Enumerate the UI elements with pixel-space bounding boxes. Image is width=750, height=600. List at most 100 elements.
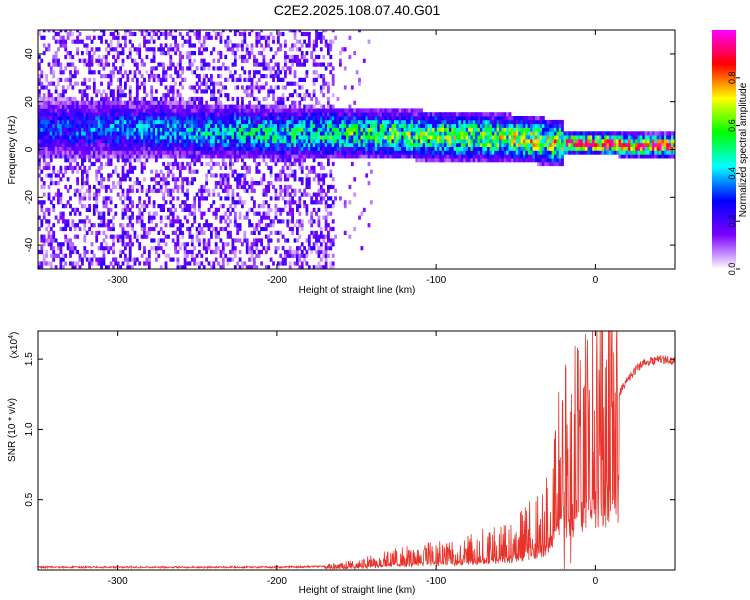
spectrogram-cell-3178 (255, 161, 259, 167)
spectrogram-cell-2716 (221, 104, 225, 109)
spectrogram-cell-1956 (171, 257, 175, 262)
spectrogram-cell-2617 (214, 31, 218, 37)
spectrogram-cell-2127 (181, 116, 185, 121)
spectrogram-cell-845 (95, 139, 99, 144)
spectrogram-cell-1822 (162, 161, 165, 167)
spectrogram-cell-3483 (276, 142, 280, 147)
spectrogram-cell-2895 (236, 230, 240, 235)
spectrogram-cell-4081 (317, 135, 321, 140)
spectrogram-cell-4069 (317, 200, 321, 205)
spectrogram-cell-1856 (164, 188, 168, 193)
spectrogram-cell-856 (95, 93, 99, 98)
spectrogram-cell-4333 (336, 112, 340, 117)
spectrogram-cell-2582 (212, 47, 216, 52)
spectrogram-cell-3193 (255, 96, 259, 102)
spectrogram-cell-570 (76, 161, 79, 167)
spectrogram-cell-2287 (193, 196, 197, 201)
spectrogram-cell-2713 (221, 116, 225, 121)
spectrogram-cell-121 (45, 146, 48, 151)
spectrogram-cell-2143 (183, 253, 187, 258)
spectrogram-cell-3939 (307, 154, 311, 159)
spectrogram-cell-4437 (353, 150, 357, 155)
spectrogram-cell-2585 (214, 249, 218, 255)
spectrogram-cell-4031 (315, 196, 318, 201)
spectrogram-cell-1867 (164, 131, 168, 136)
spectrogram-cell-4705 (398, 139, 402, 144)
spectrogram-cell-4889 (432, 146, 435, 151)
spectrogram-cell-4726 (401, 108, 404, 113)
spectrogram-cell-1901 (167, 142, 170, 147)
spectrogram-cell-3260 (260, 108, 263, 113)
spectrogram-cell-543 (73, 142, 77, 147)
spectrogram-cell-4082 (317, 131, 321, 136)
spectrogram-cell-600 (78, 196, 82, 201)
spectrogram-cell-1104 (112, 112, 115, 117)
spectrogram-cell-2842 (231, 123, 235, 128)
spectrogram-cell-1606 (145, 70, 149, 75)
spectrogram-cell-1940 (169, 112, 173, 117)
spectrogram-cell-914 (100, 139, 103, 144)
spectrogram-cell-1181 (116, 35, 120, 40)
spectrogram-cell-4723 (401, 119, 404, 125)
spectrogram-cell-2427 (202, 188, 206, 193)
spectrogram-cell-68 (40, 74, 44, 79)
spectrogram-cell-2660 (219, 177, 223, 182)
spectrogram-cell-1749 (157, 242, 161, 247)
spectrogram-cell-2431 (202, 146, 206, 151)
spectrogram-cell-2697 (221, 188, 225, 193)
spectrogram-cell-4310 (334, 146, 337, 151)
spectrogram-cell-4805 (415, 108, 419, 113)
spectrogram-cell-4067 (317, 215, 321, 220)
spectrogram-cell-2984 (241, 96, 244, 102)
spectrogram-cell-4183 (324, 200, 328, 205)
spectrogram-cell-1335 (128, 253, 132, 258)
spectrogram-cell-1266 (124, 211, 127, 216)
spectrogram-cell-2064 (176, 62, 180, 67)
spectrogram-cell-4748 (405, 123, 409, 128)
spectrogram-cell-877 (97, 139, 101, 144)
spectrogram-cell-2113 (181, 181, 185, 186)
spectrogram-cell-3158 (253, 108, 256, 113)
spectrogram-cell-1380 (131, 265, 134, 269)
spectrogram-cell-646 (81, 112, 84, 117)
spectrogram-cell-1059 (109, 139, 113, 144)
spectrogram-cell-1668 (150, 100, 154, 105)
spectrogram-cell-4331 (336, 119, 340, 125)
spectrogram-cell-780 (90, 123, 94, 128)
spectrogram-cell-3786 (296, 47, 299, 52)
spectrogram-cell-4049 (315, 77, 318, 82)
spectrogram-cell-2801 (229, 158, 232, 163)
spectrogram-cell-2268 (190, 108, 194, 113)
spectrogram-cell-2021 (174, 70, 177, 75)
spectrogram-cell-1204 (119, 112, 122, 117)
spectrogram-cell-2838 (231, 139, 235, 144)
spectrogram-cell-3983 (310, 96, 314, 102)
spectrogram-cell-4823 (420, 146, 423, 151)
spectrogram-cell-3703 (291, 123, 294, 128)
spectrogram-cell-1591 (145, 150, 149, 155)
spectrogram-cell-3397 (269, 108, 273, 113)
spectrogram-cell-4389 (346, 142, 349, 147)
spectrogram-cell-4816 (417, 119, 421, 125)
spectrogram-cell-1590 (145, 154, 149, 159)
spectrogram-cell-632 (81, 169, 84, 174)
spectrogram-cell-2405 (200, 119, 204, 125)
spectrogram-cell-150 (47, 184, 51, 190)
spectrogram-cell-2561 (212, 154, 216, 159)
spectrogram-cell-3636 (286, 108, 290, 113)
spectrogram-cell-324 (59, 196, 63, 201)
spectrogram-cell-1631 (147, 135, 151, 140)
spectrogram-cell-4746 (405, 131, 409, 136)
spectrogram-cell-636 (81, 150, 84, 155)
spectrogram-cell-1016 (107, 184, 111, 190)
spectrogram-cell-4435 (353, 177, 357, 182)
spectrogram-cell-2091 (178, 108, 182, 113)
spectrogram-cell-3856 (300, 85, 304, 90)
spectrogram-cell-4871 (427, 116, 431, 121)
spectrogram-cell-2341 (195, 74, 199, 79)
spectrogram-cell-4133 (319, 31, 323, 37)
spectrogram-cell-1025 (107, 139, 111, 144)
spectrogram-cell-3360 (267, 123, 271, 128)
spectrogram-cell-3486 (276, 131, 280, 136)
spectrogram-cell-3110 (250, 150, 254, 155)
